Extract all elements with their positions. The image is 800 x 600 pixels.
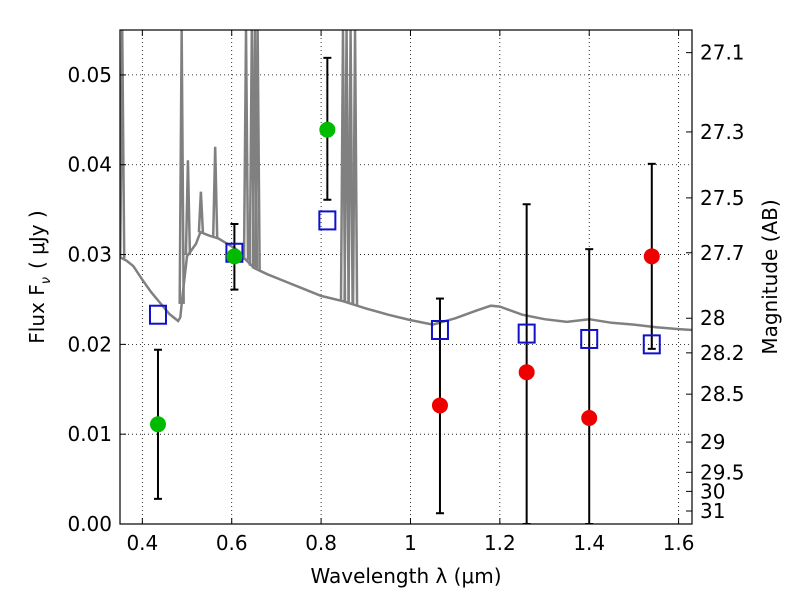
mag-tick-label: 27.1 bbox=[700, 41, 745, 65]
y-tick-label: 0.03 bbox=[67, 243, 112, 267]
x-tick-label: 0.6 bbox=[216, 531, 248, 555]
mag-tick-label: 27.5 bbox=[700, 186, 745, 210]
right-axis-label: Magnitude (AB) bbox=[758, 199, 782, 354]
mag-tick-label: 30 bbox=[700, 479, 725, 503]
model-flux-square bbox=[580, 328, 599, 349]
x-tick-label: 0.4 bbox=[126, 531, 158, 555]
axis-ticks bbox=[120, 30, 692, 525]
y-tick-label: 0.05 bbox=[67, 63, 112, 87]
observed-flux-markers bbox=[149, 121, 660, 433]
sed-emission-line bbox=[184, 160, 192, 256]
y-tick-label: 0.02 bbox=[67, 332, 112, 356]
mag-tick-label: 28 bbox=[700, 306, 725, 330]
model-flux-square bbox=[318, 210, 337, 231]
sed-emission-lines bbox=[120, 30, 359, 305]
observed-flux-point bbox=[149, 416, 166, 433]
axis-tick-labels: 0.4 0.6 0.8 1 1.2 1.4 1.6 0.00 0.01 0.02 0.03 0.04 0… bbox=[67, 41, 744, 555]
x-tick-label: 1.2 bbox=[484, 531, 516, 555]
y-axis-label: Flux Fν ( μJy ) bbox=[25, 210, 54, 343]
sed-emission-line bbox=[254, 30, 261, 270]
y-tick-label: 0.01 bbox=[67, 422, 112, 446]
y-tick-label: 0.04 bbox=[67, 153, 112, 177]
y-axis-label-main: Flux F bbox=[25, 284, 49, 343]
mag-tick-label: 29.5 bbox=[700, 460, 745, 484]
sed-emission-line bbox=[120, 30, 126, 259]
y-axis-label-sub: ν bbox=[39, 277, 54, 284]
sed-emission-line bbox=[197, 191, 205, 233]
y-axis-label-unit: ( μJy ) bbox=[25, 210, 49, 269]
x-tick-label: 1 bbox=[404, 531, 417, 555]
mag-tick-label: 27.3 bbox=[700, 120, 745, 144]
sed-emission-line bbox=[178, 30, 185, 304]
observed-flux-point bbox=[518, 364, 535, 381]
sed-emission-line bbox=[211, 146, 219, 238]
model-flux-square bbox=[148, 304, 167, 325]
x-tick-label: 0.8 bbox=[305, 531, 337, 555]
axes-frame bbox=[119, 29, 693, 525]
x-tick-label: 1.6 bbox=[663, 531, 695, 555]
sed-emission-line bbox=[347, 30, 354, 304]
observed-flux-point bbox=[319, 121, 336, 138]
x-axis-label: Wavelength λ (μm) bbox=[310, 564, 501, 588]
plot-area bbox=[120, 30, 692, 524]
model-flux-square bbox=[430, 319, 449, 340]
sed-emission-line bbox=[343, 30, 350, 303]
sed-emission-line bbox=[351, 30, 359, 305]
x-tick-label: 1.4 bbox=[573, 531, 605, 555]
sed-emission-line bbox=[242, 30, 250, 260]
mag-tick-label: 28.5 bbox=[700, 382, 745, 406]
observed-flux-point bbox=[643, 248, 660, 265]
mag-tick-label: 31 bbox=[700, 499, 725, 523]
mag-tick-label: 29 bbox=[700, 430, 725, 454]
mag-tick-label: 28.2 bbox=[700, 341, 745, 365]
observed-flux-point bbox=[226, 248, 243, 265]
mag-tick-label: 27.7 bbox=[700, 241, 745, 265]
observed-flux-point bbox=[581, 410, 598, 427]
model-flux-square bbox=[642, 334, 661, 355]
sed-model-line bbox=[120, 230, 692, 332]
observed-flux-point bbox=[431, 397, 448, 414]
model-flux-square bbox=[517, 323, 536, 344]
y-tick-label: 0.00 bbox=[67, 512, 112, 536]
